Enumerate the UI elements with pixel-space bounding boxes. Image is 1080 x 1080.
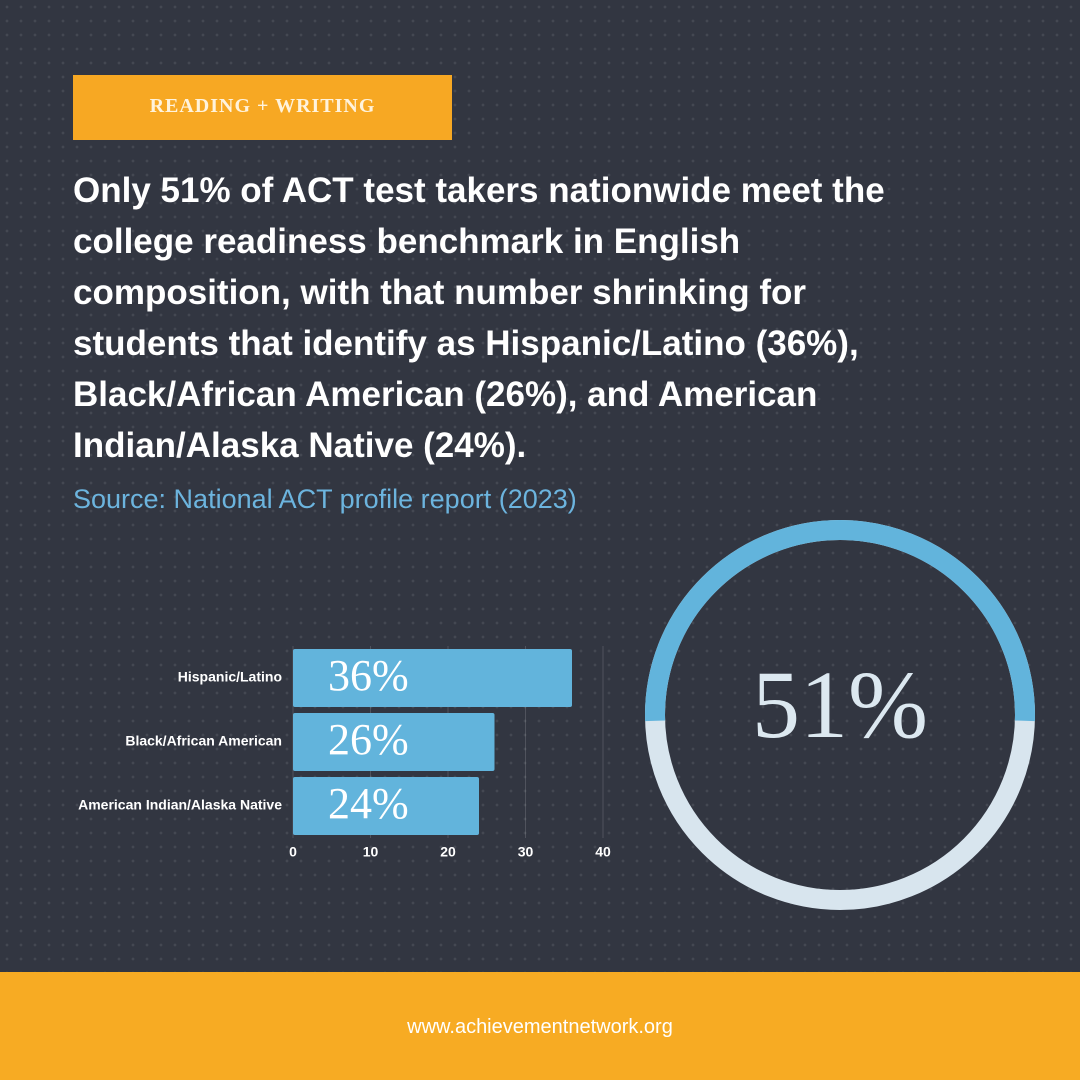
headline-line: Indian/Alaska Native (24%). [73, 426, 527, 465]
category-label: Hispanic/Latino [178, 669, 282, 685]
headline-line: students that identify as Hispanic/Latin… [73, 324, 859, 363]
footer: www.achievementnetwork.org [0, 972, 1080, 1080]
headline-line: Only 51% of ACT test takers nationwide m… [73, 171, 885, 210]
category-label: American Indian/Alaska Native [78, 797, 282, 813]
source: Source: National ACT profile report (202… [73, 484, 577, 514]
bar [293, 777, 479, 835]
x-tick-label: 20 [440, 844, 456, 860]
x-tick-label: 0 [289, 844, 297, 860]
charts: 0 10 20 30 40 Hispanic/Latino 36% Black/African… [78, 520, 1035, 910]
value-label: 26% [328, 715, 409, 764]
tag: READING + WRITING [73, 75, 452, 140]
headline-line: college readiness benchmark in English [73, 222, 741, 261]
x-tick-label: 40 [595, 844, 611, 860]
category-label: Black/African American [125, 733, 282, 749]
tag-text: READING + WRITING [149, 95, 376, 117]
headline-line: composition, with that number shrinking … [73, 273, 807, 312]
value-label: 24% [328, 779, 409, 828]
x-tick-label: 30 [518, 844, 534, 860]
bar [293, 713, 495, 771]
value-label: 36% [328, 651, 409, 700]
x-tick-label: 10 [363, 844, 379, 860]
headline: Only 51% of ACT test takers nationwide m… [73, 165, 885, 471]
ring-value: 51% [752, 651, 928, 758]
bar [293, 649, 572, 707]
footer-url: www.achievementnetwork.org [407, 1016, 673, 1038]
headline-line: Black/African American (26%), and Americ… [73, 375, 818, 414]
ring-arc [645, 520, 1035, 722]
